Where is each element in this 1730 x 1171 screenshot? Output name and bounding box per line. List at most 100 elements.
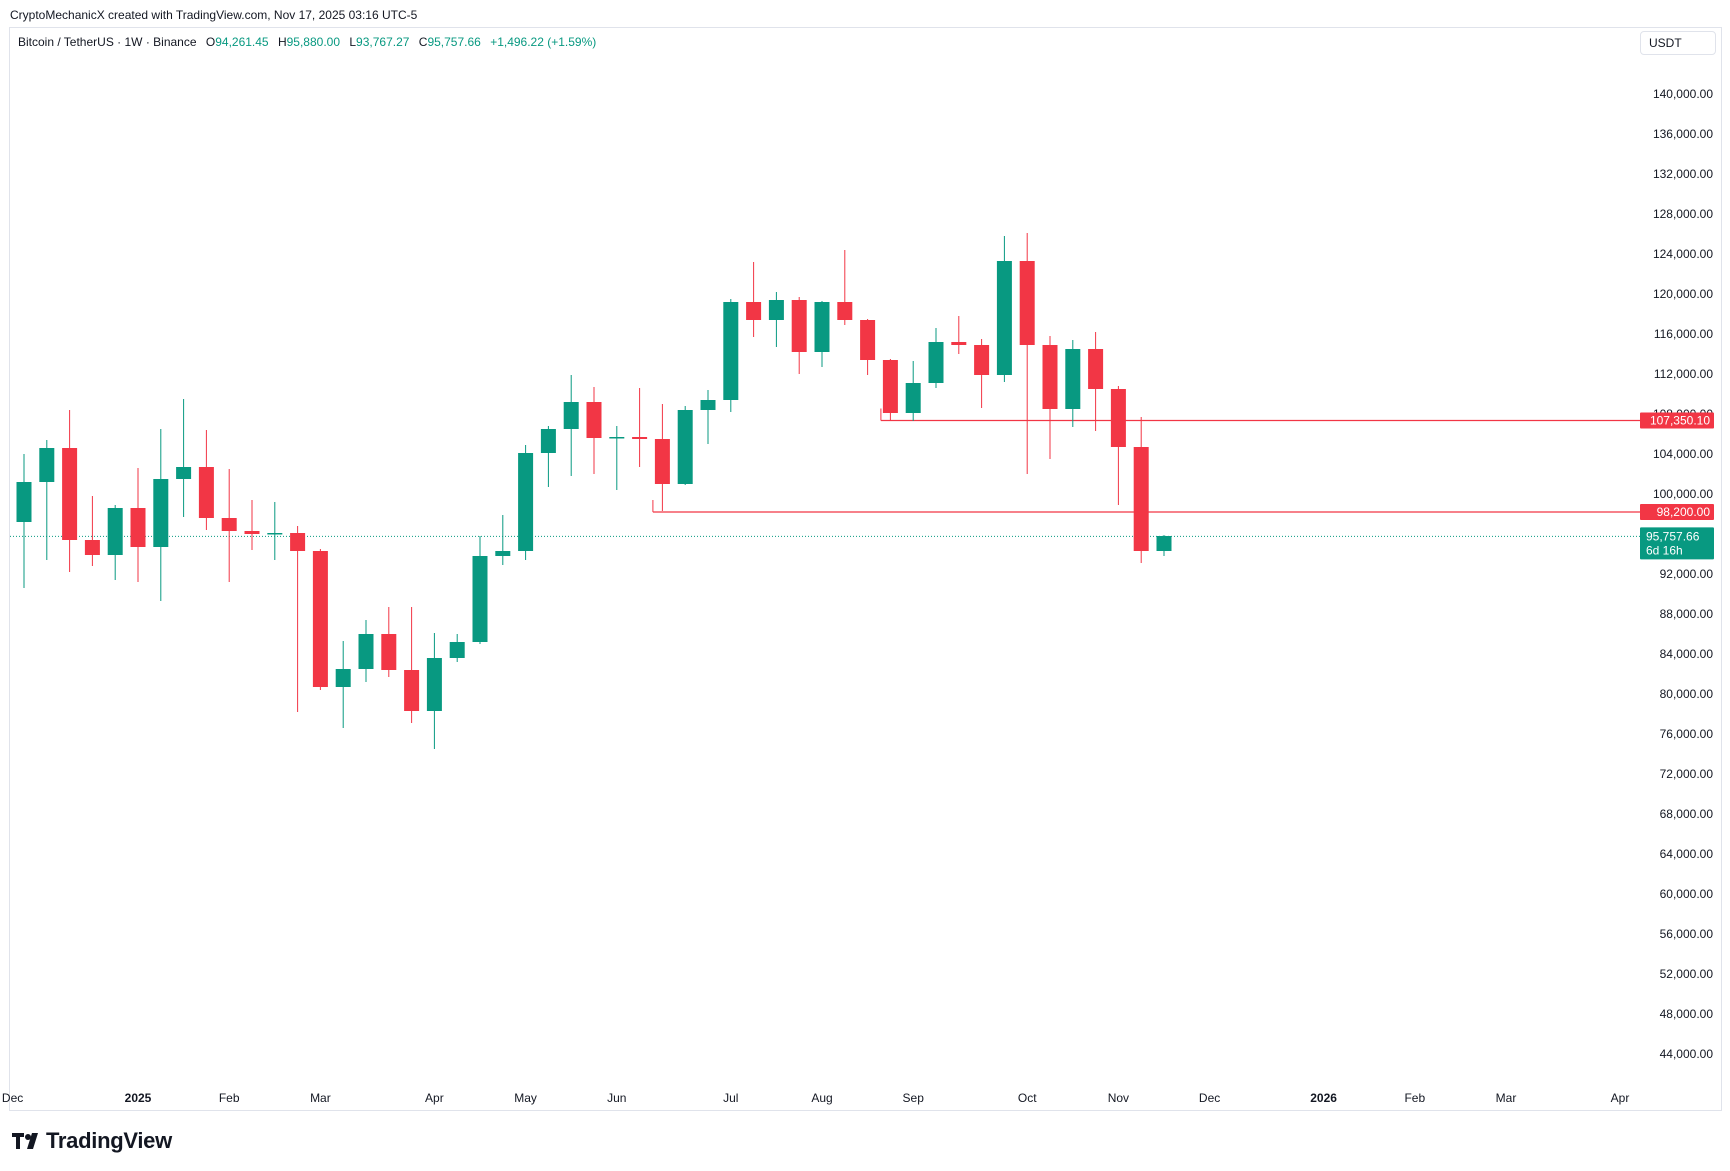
- tradingview-logo-text: TradingView: [46, 1128, 172, 1153]
- y-tick-label: 136,000.00: [1653, 127, 1713, 141]
- y-tick-label: 100,000.00: [1653, 487, 1713, 501]
- candle-up: [814, 302, 830, 352]
- candle-up: [449, 642, 465, 658]
- x-tick-label: May: [514, 1091, 537, 1105]
- candle-down: [746, 302, 762, 320]
- last-price-tag: [1640, 527, 1714, 560]
- candle-up: [335, 669, 351, 687]
- candle-down: [586, 402, 602, 438]
- candle-down: [62, 448, 78, 540]
- candle-down: [860, 320, 876, 360]
- candle-up: [153, 479, 169, 547]
- candle-down: [1019, 261, 1035, 345]
- candle-down: [951, 342, 967, 345]
- candle-down: [381, 634, 397, 670]
- candle-up: [426, 658, 442, 711]
- x-tick-label: Dec: [2, 1091, 23, 1105]
- candle-down: [404, 670, 420, 711]
- x-tick-label: Jun: [607, 1091, 626, 1105]
- x-tick-label: Jul: [723, 1091, 738, 1105]
- candle-up: [267, 533, 283, 535]
- candle-down: [84, 540, 100, 555]
- chart-frame: [9, 27, 1722, 1111]
- candle-up: [1065, 349, 1081, 409]
- candle-up: [677, 410, 693, 484]
- y-tick-label: 48,000.00: [1660, 1007, 1714, 1021]
- candle-up: [358, 634, 374, 669]
- y-tick-label: 112,000.00: [1654, 367, 1713, 381]
- y-tick-label: 116,000.00: [1654, 327, 1713, 341]
- y-tick-label: 60,000.00: [1660, 887, 1714, 901]
- candle-down: [837, 302, 853, 320]
- y-tick-label: 104,000.00: [1653, 447, 1713, 461]
- y-tick-label: 68,000.00: [1660, 807, 1714, 821]
- candle-down: [791, 300, 807, 352]
- candle-down: [244, 531, 260, 534]
- low-key: L: [349, 35, 357, 49]
- time-axis: Dec 2025 Feb Mar Apr May Jun Jul Aug Sep Oct Nov Dec…: [2, 1091, 1629, 1105]
- bar-countdown-label: 6d 16h: [1646, 543, 1683, 557]
- x-tick-label: Mar: [1496, 1091, 1517, 1105]
- y-tick-label: 72,000.00: [1660, 767, 1714, 781]
- candle-down: [1133, 447, 1149, 551]
- x-tick-label: Apr: [1611, 1091, 1630, 1105]
- candle-up: [540, 429, 556, 453]
- candle-down: [1042, 345, 1058, 409]
- high-value: 95,880.00: [286, 35, 341, 49]
- y-tick-label: 80,000.00: [1660, 687, 1714, 701]
- change-value: +1,496.22 (+1.59%): [490, 35, 597, 49]
- chart-attribution: CryptoMechanicX created with TradingView…: [10, 8, 418, 22]
- candle-up: [495, 551, 511, 556]
- x-tick-label: Feb: [1404, 1091, 1425, 1105]
- candle-up: [176, 467, 192, 479]
- x-tick-label: 2026: [1310, 1091, 1337, 1105]
- candle-up: [518, 453, 534, 551]
- level-price-tag: [1640, 504, 1714, 520]
- candle-up: [723, 302, 739, 400]
- candle-down: [290, 533, 306, 551]
- candle-up: [107, 508, 123, 555]
- candle-down: [974, 345, 990, 375]
- close-key: C: [418, 35, 428, 49]
- candle-up: [609, 437, 625, 439]
- x-tick-label: Nov: [1108, 1091, 1129, 1105]
- y-tick-label: 88,000.00: [1660, 607, 1714, 621]
- price-axis: 140,000.00 136,000.00 132,000.00 128,000.00…: [1653, 87, 1713, 1061]
- high-key: H: [277, 35, 287, 49]
- last-price-label: 95,757.66: [1646, 529, 1700, 543]
- symbol-legend: Bitcoin / TetherUS · 1W · Binance O94,26…: [18, 35, 596, 49]
- x-tick-label: 2025: [125, 1091, 152, 1105]
- candle-down: [654, 439, 670, 484]
- candle-up: [996, 261, 1012, 375]
- candle-up: [700, 400, 716, 410]
- y-tick-label: 128,000.00: [1653, 207, 1713, 221]
- candle-down: [1088, 349, 1104, 389]
- y-tick-label: 92,000.00: [1660, 567, 1714, 581]
- level-price-label: 98,200.00: [1657, 505, 1711, 519]
- close-value: 95,757.66: [427, 35, 481, 49]
- level-price-tag: [1640, 412, 1714, 429]
- candle-down: [130, 508, 146, 547]
- candle-up: [16, 482, 32, 522]
- y-tick-label: 140,000.00: [1653, 87, 1713, 101]
- currency-button[interactable]: USDT: [1640, 31, 1716, 55]
- y-tick-label: 56,000.00: [1660, 927, 1714, 941]
- tradingview-logo[interactable]: TradingView: [12, 1128, 172, 1154]
- x-tick-label: Dec: [1199, 1091, 1220, 1105]
- y-tick-label: 124,000.00: [1653, 247, 1713, 261]
- candle-up: [768, 300, 784, 320]
- y-tick-label: 76,000.00: [1660, 727, 1714, 741]
- symbol-title[interactable]: Bitcoin / TetherUS · 1W · Binance: [18, 35, 197, 49]
- candle-down: [882, 360, 898, 413]
- y-tick-label: 84,000.00: [1660, 647, 1714, 661]
- y-tick-label: 64,000.00: [1660, 847, 1714, 861]
- candle-up: [472, 556, 488, 642]
- x-tick-label: Oct: [1018, 1091, 1037, 1105]
- candle-up: [905, 383, 921, 413]
- open-key: O: [205, 35, 216, 49]
- y-tick-label: 52,000.00: [1660, 967, 1714, 981]
- candle-down: [198, 467, 214, 518]
- x-tick-label: Mar: [310, 1091, 331, 1105]
